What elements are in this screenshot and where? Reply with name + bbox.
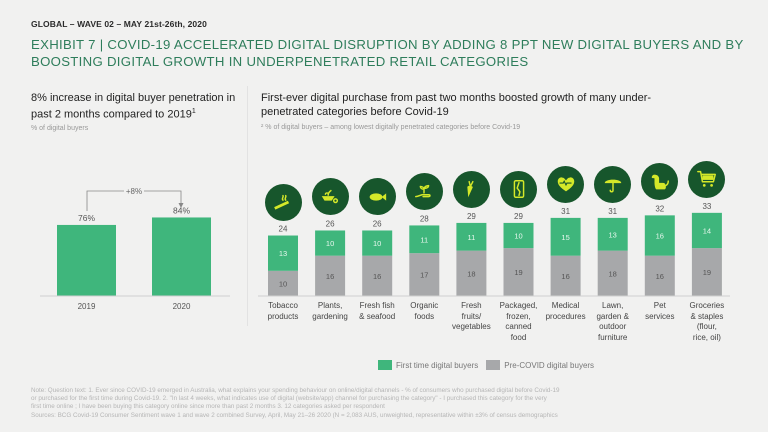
x-tick-label-line: Organic bbox=[410, 301, 439, 310]
x-tick-label-line: vegetables bbox=[452, 322, 491, 331]
dog-icon bbox=[641, 163, 679, 201]
delta-annotation: +8% bbox=[86, 186, 184, 211]
x-tick-label-line: food bbox=[510, 332, 527, 342]
x-tick-label-line: Plants, bbox=[317, 301, 343, 310]
wheelbarrow-icon bbox=[311, 178, 349, 216]
fish-icon bbox=[358, 178, 396, 216]
x-tick-label-line: Fresh bbox=[461, 301, 482, 310]
x-tick-label: Packaged, frozen, canned food bbox=[491, 301, 547, 343]
x-tick-label-line: outdoor bbox=[599, 322, 627, 331]
footnote-line: first time online ; I have been buying t… bbox=[31, 403, 385, 411]
x-tick-label-line: frozen, bbox=[506, 311, 531, 321]
bar-2020 bbox=[152, 217, 211, 296]
footnote-line: or purchased for the first time during C… bbox=[31, 395, 547, 403]
x-tick-label-line: fruits/ bbox=[461, 311, 482, 321]
right-panel-heading: First-ever digital purchase from past tw… bbox=[261, 92, 652, 118]
report-kicker: GLOBAL – WAVE 02 – MAY 21st-26th, 2020 bbox=[31, 19, 207, 29]
heart-pulse-icon bbox=[547, 165, 585, 203]
panel-divider bbox=[247, 86, 248, 326]
x-tick-label-line: Tobacco bbox=[268, 301, 298, 310]
x-tick-label: 2019 bbox=[78, 302, 96, 311]
x-tick-label-line: Pet bbox=[653, 301, 666, 310]
x-tick-label-line: Medical bbox=[551, 301, 580, 310]
x-tick-label-line: (flour, bbox=[696, 322, 717, 331]
x-tick-label-line: & seafood bbox=[359, 311, 396, 321]
left-panel-subtitle: % of digital buyers bbox=[31, 125, 89, 132]
umbrella-icon bbox=[594, 165, 632, 203]
value-label: 76% bbox=[78, 213, 95, 223]
x-tick-label-line: canned bbox=[505, 322, 532, 331]
left-heading-text: 8% increase in digital buyer penetration… bbox=[31, 92, 236, 121]
x-tick-label-line: rice, oil) bbox=[692, 332, 721, 342]
x-tick-label: Medical procedures bbox=[538, 301, 594, 322]
x-tick-label-line: Groceries bbox=[689, 301, 725, 310]
shopping-cart-icon bbox=[688, 160, 726, 198]
x-tick-label-line: garden & bbox=[596, 311, 629, 321]
footnote: Note: Question text: 1. Ever since COVID… bbox=[31, 387, 731, 420]
legend-label-pre-covid: Pre-COVID digital buyers bbox=[504, 360, 595, 370]
cigarette-icon bbox=[264, 183, 302, 221]
footnote-line: Note: Question text: 1. Ever since COVID… bbox=[31, 387, 560, 394]
x-tick-label-line: foods bbox=[414, 311, 435, 321]
footnote-line: Sources: BCG Covid-19 Consumer Sentiment… bbox=[31, 411, 558, 419]
delta-label-bg bbox=[124, 186, 144, 196]
left-panel-heading: 8% increase in digital buyer penetration… bbox=[31, 91, 241, 122]
carrot-icon bbox=[452, 170, 490, 208]
x-tick-label: Fresh fruits/vegetables bbox=[443, 301, 499, 333]
value-label: 84% bbox=[173, 205, 190, 215]
x-tick-label-line: services bbox=[645, 311, 675, 321]
x-tick-label-line: Fresh fish bbox=[359, 301, 395, 310]
can-icon bbox=[500, 170, 537, 208]
bar-2019 bbox=[57, 224, 116, 296]
x-tick-label: Organic foods bbox=[396, 301, 452, 322]
delta-label: +8% bbox=[126, 187, 142, 196]
chart-legend: First time digital buyers Pre-COVID digi… bbox=[378, 360, 594, 370]
legend-swatch-grey bbox=[486, 360, 501, 370]
x-tick-label-line: Lawn, bbox=[602, 301, 624, 310]
exhibit-title: EXHIBIT 7 | COVID-19 ACCELERATED DIGITAL… bbox=[31, 37, 744, 69]
hand-plant-icon bbox=[405, 173, 443, 211]
left-heading-footnote-marker: 1 bbox=[191, 108, 196, 115]
legend-item-pre-covid: Pre-COVID digital buyers bbox=[486, 360, 594, 370]
x-tick-label-line: & staples bbox=[690, 311, 724, 321]
legend-swatch-green bbox=[378, 360, 392, 370]
x-tick-label: Groceries & staples (flour, rice, oil) bbox=[679, 301, 735, 343]
x-tick-label-line: furniture bbox=[598, 332, 628, 342]
legend-item-first-time: First time digital buyers bbox=[378, 360, 478, 370]
x-tick-label: 2020 bbox=[173, 302, 191, 311]
x-tick-label-line: Packaged, bbox=[499, 301, 538, 310]
legend-label-first-time: First time digital buyers bbox=[396, 360, 479, 370]
x-tick-label: Tobacco products bbox=[255, 301, 311, 322]
delta-arrowhead-icon bbox=[178, 203, 184, 208]
x-tick-label-line: products bbox=[267, 311, 299, 321]
right-panel-subtitle: ² % of digital buyers – among lowest dig… bbox=[261, 124, 521, 131]
x-tick-label-line: procedures bbox=[545, 311, 586, 321]
x-tick-label: Plants, gardening bbox=[302, 301, 358, 322]
x-tick-label: Fresh fish & seafood bbox=[349, 301, 405, 322]
x-tick-label-line: gardening bbox=[312, 311, 348, 321]
x-tick-label: Lawn, garden & outdoor furniture bbox=[585, 301, 641, 343]
x-tick-label: Pet services bbox=[632, 301, 688, 322]
